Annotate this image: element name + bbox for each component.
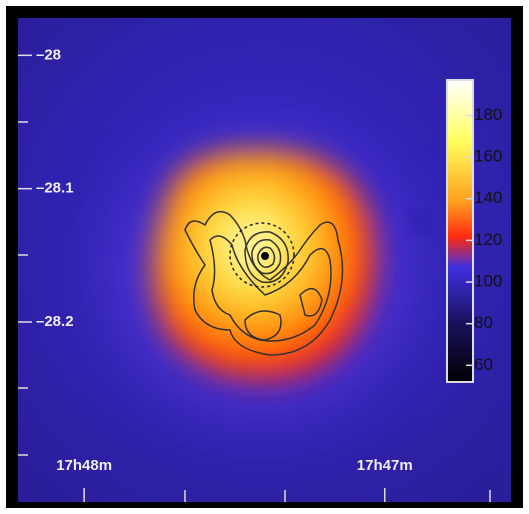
y-tick-label: –28 <box>36 46 61 63</box>
error-circle <box>229 222 295 288</box>
colorbar <box>446 79 474 383</box>
y-tick-label: –28.1 <box>36 180 74 197</box>
source-marker <box>261 252 269 260</box>
colorbar-tick-label: 60 <box>474 355 493 374</box>
dark-spot <box>412 214 428 230</box>
y-tick-label: –28.2 <box>36 313 74 330</box>
emission <box>152 149 376 381</box>
x-tick-label: 17h47m <box>357 457 413 474</box>
colorbar-tick-label: 160 <box>474 147 502 166</box>
x-tick-label: 17h48m <box>56 457 112 474</box>
colorbar-tick-label: 80 <box>474 313 493 332</box>
colorbar-tick-label: 100 <box>474 272 502 291</box>
colorbar-tick-label: 180 <box>474 105 502 124</box>
contours <box>184 210 344 356</box>
minor-ticks <box>18 121 491 502</box>
colorbar-tick-label: 120 <box>474 230 502 249</box>
colorbar-tick-label: 140 <box>474 188 502 207</box>
